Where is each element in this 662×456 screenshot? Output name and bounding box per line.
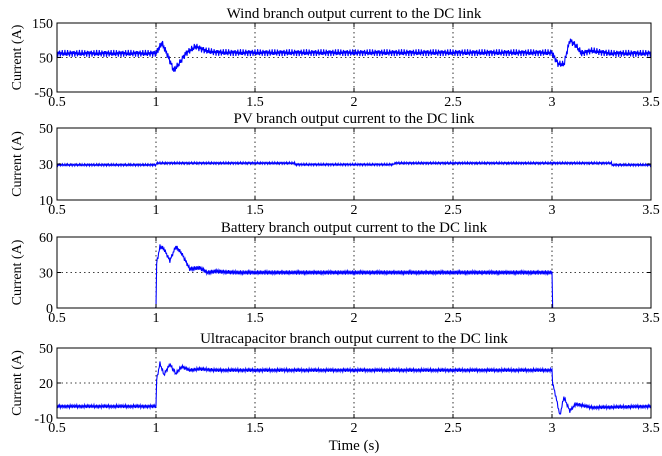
x-tick-label: 0.5 — [48, 421, 66, 436]
series-line — [56, 38, 652, 72]
x-tick-label: 2.5 — [444, 311, 462, 326]
y-tick-label: 150 — [32, 17, 53, 32]
x-tick-label: 3 — [549, 311, 556, 326]
x-tick-label: 3 — [549, 203, 556, 218]
x-tick-label: 1.5 — [246, 421, 264, 436]
series-line — [57, 244, 651, 309]
panel-1: 0.5 1 1.5 2 2.5 3 3.5 -50 50 150 Wind branch outpu… — [10, 6, 660, 110]
y-tick-label: 50 — [39, 122, 53, 137]
chart-title: PV branch output current to the DC link — [234, 111, 475, 127]
x-tick-label: 0.5 — [48, 203, 66, 218]
y-tick-label: -10 — [34, 412, 53, 427]
x-tick-label: 1.5 — [246, 311, 264, 326]
x-tick-label: 3.5 — [642, 421, 660, 436]
panel-4: 0.5 1 1.5 2 2.5 3 3.5 -10 20 50 Ultracapacitor bra… — [10, 331, 660, 454]
y-tick-label: 30 — [39, 267, 53, 282]
x-tick-label: 2 — [351, 203, 358, 218]
y-axis-label: Current (A) — [10, 131, 25, 197]
chart-title: Wind branch output current to the DC lin… — [227, 6, 482, 22]
y-axis-label: Current (A) — [10, 350, 25, 416]
x-tick-label: 1 — [153, 203, 160, 218]
x-tick-label: 0.5 — [48, 311, 66, 326]
x-tick-label: 1.5 — [246, 95, 264, 110]
x-axis-label: Time (s) — [329, 438, 380, 454]
panel-2: 0.5 1 1.5 2 2.5 3 3.5 10 30 50 PV branch output cu… — [10, 111, 660, 218]
y-tick-label: 0 — [46, 302, 53, 317]
y-tick-label: 30 — [39, 158, 53, 173]
x-tick-label: 3 — [549, 95, 556, 110]
y-axis-label: Current (A) — [10, 24, 25, 90]
chart-title: Battery branch output current to the DC … — [221, 220, 488, 236]
x-tick-label: 2 — [351, 311, 358, 326]
x-tick-label: 1 — [153, 311, 160, 326]
x-tick-label: 2.5 — [444, 95, 462, 110]
x-tick-label: 1 — [153, 421, 160, 436]
x-tick-label: 3.5 — [642, 311, 660, 326]
x-tick-label: 2 — [351, 421, 358, 436]
x-tick-label: 3.5 — [642, 95, 660, 110]
y-axis-label: Current (A) — [10, 239, 25, 305]
y-tick-label: 60 — [39, 231, 53, 246]
y-tick-label: -50 — [34, 86, 53, 101]
y-tick-label: 50 — [39, 342, 53, 357]
x-tick-label: 1.5 — [246, 203, 264, 218]
x-tick-label: 3.5 — [642, 203, 660, 218]
x-tick-label: 0.5 — [48, 95, 66, 110]
chart-title: Ultracapacitor branch output current to … — [200, 331, 508, 347]
series-line — [56, 361, 652, 415]
y-tick-label: 50 — [39, 52, 53, 67]
series-line — [56, 160, 652, 168]
y-tick-label: 20 — [39, 377, 53, 392]
panel-3: 0.5 1 1.5 2 2.5 3 3.5 0 30 60 Battery branch outpu… — [10, 220, 660, 326]
x-tick-label: 2.5 — [444, 421, 462, 436]
x-tick-label: 1 — [153, 95, 160, 110]
x-tick-label: 2.5 — [444, 203, 462, 218]
x-tick-label: 3 — [549, 421, 556, 436]
y-tick-label: 10 — [39, 194, 53, 209]
x-tick-label: 2 — [351, 95, 358, 110]
